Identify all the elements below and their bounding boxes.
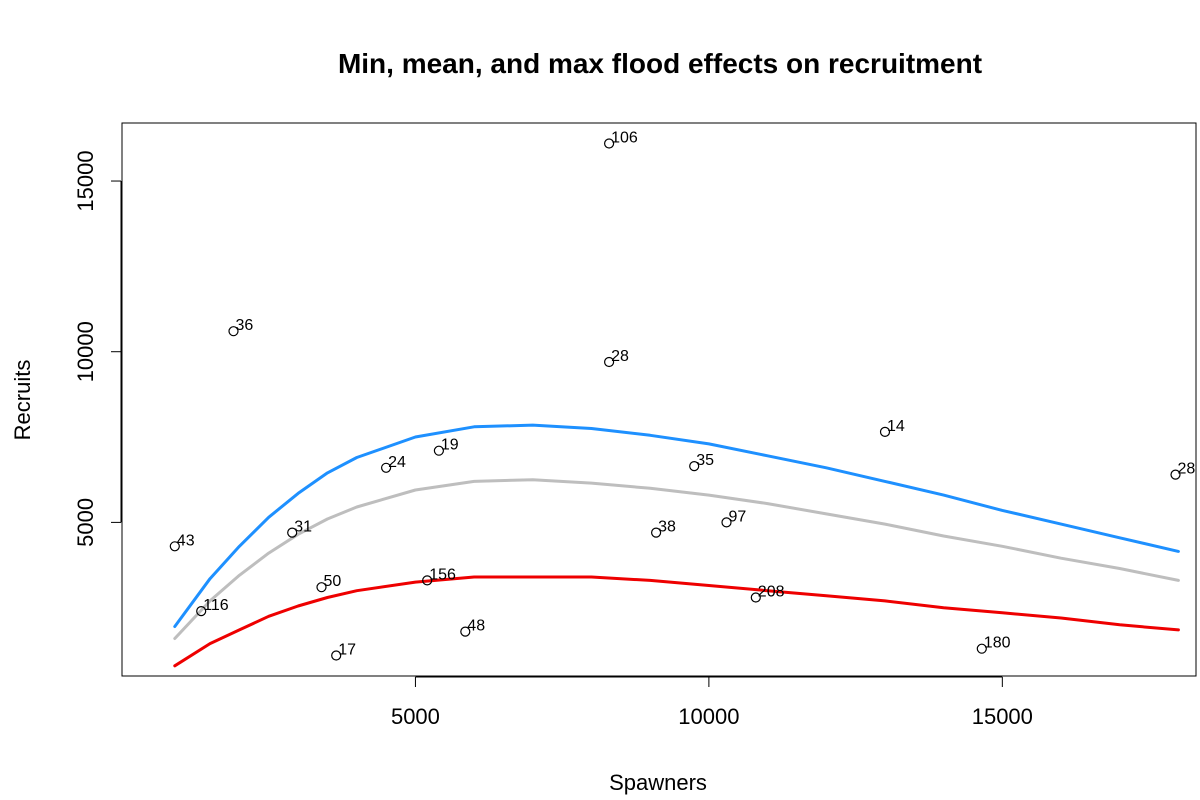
point-label: 106 xyxy=(611,130,638,147)
point-label: 31 xyxy=(294,519,312,536)
plot-frame xyxy=(121,122,1197,677)
fitted-curves xyxy=(173,423,1180,668)
chart-title: Min, mean, and max flood effects on recr… xyxy=(338,48,982,79)
curve-2 xyxy=(173,575,1180,668)
data-point xyxy=(721,517,732,528)
point-label: 28 xyxy=(1178,461,1196,478)
data-point xyxy=(1170,469,1181,480)
data-point xyxy=(316,582,327,593)
y-axis: 5000 10000 15000 xyxy=(73,150,122,547)
data-point xyxy=(689,461,700,472)
data-point xyxy=(196,605,207,617)
data-point xyxy=(650,527,662,538)
data-point xyxy=(976,643,987,654)
y-tick-label: 10000 xyxy=(73,321,98,382)
point-label: 38 xyxy=(658,519,676,536)
data-point xyxy=(603,138,615,149)
point-label: 19 xyxy=(441,437,459,454)
x-tick-label: 15000 xyxy=(972,704,1033,729)
y-axis-label: Recruits xyxy=(10,360,35,441)
x-axis-label: Spawners xyxy=(609,770,707,795)
data-point xyxy=(603,356,615,368)
data-point xyxy=(750,592,761,603)
data-point xyxy=(422,575,433,586)
point-label: 50 xyxy=(324,573,342,590)
data-point xyxy=(287,527,298,538)
data-point xyxy=(331,650,342,661)
data-point xyxy=(381,462,392,473)
point-label: 35 xyxy=(696,452,714,469)
data-point xyxy=(879,426,891,437)
y-tick-label: 15000 xyxy=(73,150,98,211)
x-tick-label: 10000 xyxy=(678,704,739,729)
x-axis: 5000 10000 15000 xyxy=(391,676,1033,729)
curve-0 xyxy=(173,423,1180,628)
data-point xyxy=(433,445,444,456)
point-label: 14 xyxy=(887,418,905,435)
point-label: 43 xyxy=(177,532,195,549)
curve-1 xyxy=(173,478,1180,640)
data-points: 43 116 36 31 50 17 24 156 19 48 106 28 38 35 97 208 14 18… xyxy=(169,130,1196,661)
point-label: 48 xyxy=(467,618,485,635)
y-tick-label: 5000 xyxy=(73,498,98,547)
point-label: 156 xyxy=(429,566,456,583)
point-label: 97 xyxy=(729,508,747,525)
data-point xyxy=(460,626,471,637)
point-label: 208 xyxy=(758,584,785,601)
point-label: 36 xyxy=(236,317,254,334)
data-point xyxy=(228,326,239,337)
point-label: 24 xyxy=(388,454,406,471)
point-label: 180 xyxy=(984,635,1011,652)
point-label: 116 xyxy=(203,597,229,614)
x-tick-label: 5000 xyxy=(391,704,440,729)
point-label: 17 xyxy=(338,642,356,659)
data-point xyxy=(169,541,180,552)
point-label: 28 xyxy=(611,348,629,365)
